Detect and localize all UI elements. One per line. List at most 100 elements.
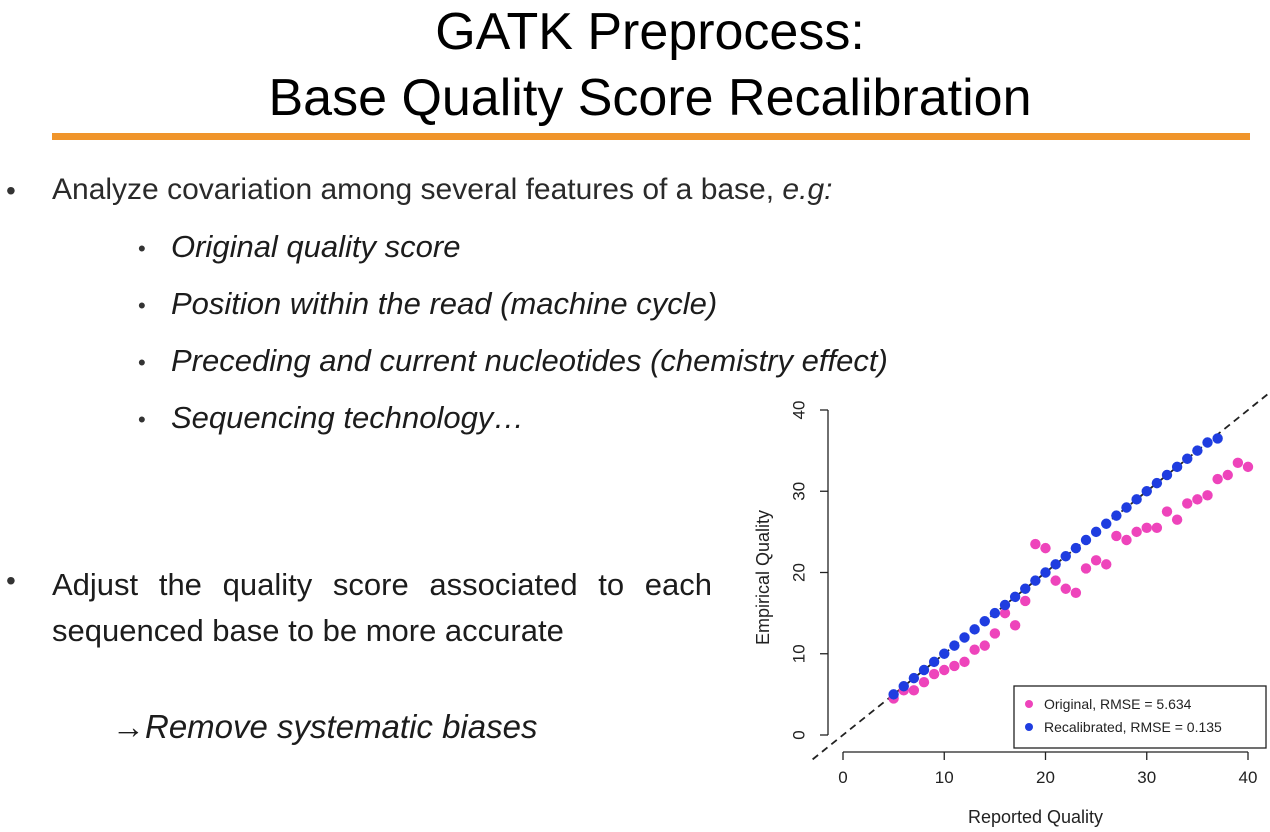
x-tick-label: 40 — [1239, 768, 1258, 787]
original-point — [1090, 555, 1102, 566]
original-point — [1161, 506, 1173, 517]
original-point — [1060, 583, 1071, 594]
recalibrated-point — [1202, 437, 1213, 448]
original-point — [1040, 542, 1051, 554]
original-point — [928, 668, 940, 680]
sub-item-sequencing-technology: Sequencing technology… — [171, 400, 525, 435]
slide-title-line2: Base Quality Score Recalibration — [268, 69, 1032, 127]
recalibrated-point — [1040, 567, 1051, 578]
original-point — [1151, 522, 1163, 534]
recalibrated-point — [1070, 542, 1082, 554]
original-point — [989, 628, 1001, 639]
recalibrated-point — [1121, 502, 1132, 513]
bullet-analyze-covariation: Analyze covariation among several featur… — [52, 173, 832, 207]
original-point — [1080, 563, 1092, 574]
sub-bullet-marker: • — [138, 350, 146, 375]
original-point — [949, 660, 960, 672]
original-point — [939, 664, 950, 676]
legend-box — [1013, 685, 1267, 749]
recalibrated-point — [1212, 433, 1223, 444]
original-point — [1020, 595, 1031, 607]
recalibrated-point — [1192, 445, 1203, 456]
recalibrated-point — [949, 640, 960, 651]
recalibrated-point — [1020, 583, 1031, 594]
sub-item-nucleotides: Preceding and current nucleotides (chemi… — [171, 343, 888, 378]
original-point — [1192, 494, 1203, 505]
recalibrated-point — [1050, 559, 1061, 570]
original-point — [1212, 473, 1223, 485]
recalibrated-point — [1030, 575, 1041, 586]
bullet-marker: • — [6, 565, 16, 596]
recalibrated-point — [888, 689, 899, 700]
sub-item-position-in-read: Position within the read (machine cycle) — [171, 286, 718, 321]
x-tick-label: 30 — [1137, 768, 1156, 787]
x-tick-label: 0 — [838, 768, 847, 787]
original-point — [1222, 469, 1233, 481]
recalibrated-point — [908, 672, 920, 684]
original-point — [1050, 575, 1061, 586]
sub-bullet-marker: • — [138, 236, 146, 261]
original-point — [999, 607, 1011, 619]
bullet-adjust-quality: Adjust the quality score associated to e… — [52, 567, 712, 648]
original-point — [1182, 498, 1193, 509]
recalibrated-point — [1141, 486, 1152, 497]
original-point — [1242, 461, 1254, 473]
sub-item-original-quality: Original quality score — [171, 229, 461, 264]
recalibrated-point — [1171, 461, 1183, 473]
original-point — [1009, 620, 1021, 631]
recalibrated-point — [959, 632, 970, 643]
recalibrated-point — [928, 656, 940, 668]
x-axis-label: Reported Quality — [968, 807, 1103, 827]
recalibrated-point — [939, 648, 950, 659]
y-tick-label: 40 — [789, 401, 808, 420]
y-tick-label: 30 — [789, 482, 808, 501]
legend-swatch — [1025, 700, 1033, 708]
recalibrated-point — [1161, 469, 1173, 481]
x-tick-label: 20 — [1036, 768, 1055, 787]
slide-title-line1: GATK Preprocess: — [435, 3, 865, 61]
y-tick-label: 0 — [789, 730, 808, 739]
original-point — [908, 685, 920, 696]
recalibrated-point — [1090, 526, 1102, 538]
recalibrated-point — [979, 616, 990, 627]
title-divider — [52, 133, 1250, 140]
bullet-marker: • — [6, 175, 16, 206]
result-text: Remove systematic biases — [145, 708, 538, 745]
recalibrated-point — [918, 664, 930, 676]
y-axis-label: Empirical Quality — [753, 510, 773, 645]
y-tick-label: 20 — [789, 563, 808, 582]
original-point — [1171, 514, 1183, 525]
original-point — [1232, 457, 1244, 469]
x-tick-label: 10 — [935, 768, 954, 787]
original-point — [1202, 490, 1213, 501]
original-point — [979, 640, 990, 651]
sub-bullet-marker: • — [138, 293, 146, 318]
recalibrated-point — [1080, 534, 1092, 546]
original-point — [1030, 538, 1041, 550]
sub-bullet-marker: • — [138, 407, 146, 432]
original-point — [1121, 534, 1132, 546]
original-point — [1111, 530, 1122, 542]
recalibrated-point — [1131, 494, 1142, 505]
original-point — [1070, 587, 1082, 599]
original-point — [918, 676, 930, 688]
legend-swatch — [1025, 723, 1033, 731]
original-point — [1101, 559, 1112, 570]
bullet-analyze-eg: e.g: — [782, 173, 833, 206]
quality-scatter-chart: 0 10 20 30 40 0 10 20 30 40 Reported Quality Empiri… — [753, 393, 1268, 827]
recalibrated-point — [1182, 453, 1193, 464]
recalibrated-point — [999, 599, 1011, 611]
recalibrated-point — [898, 681, 909, 692]
original-point — [969, 644, 980, 655]
recalibrated-point — [1009, 591, 1021, 603]
original-point — [1141, 522, 1152, 534]
original-point — [1131, 526, 1142, 538]
result-line: →Remove systematic biases — [112, 708, 537, 746]
arrow-icon: → — [112, 708, 145, 745]
recalibrated-point — [1101, 518, 1112, 529]
original-point — [959, 656, 970, 668]
legend-label: Original, RMSE = 5.634 — [1044, 696, 1192, 712]
recalibrated-point — [1060, 551, 1071, 562]
recalibrated-point — [989, 607, 1001, 619]
bullet-analyze-text: Analyze covariation among several featur… — [52, 173, 783, 206]
